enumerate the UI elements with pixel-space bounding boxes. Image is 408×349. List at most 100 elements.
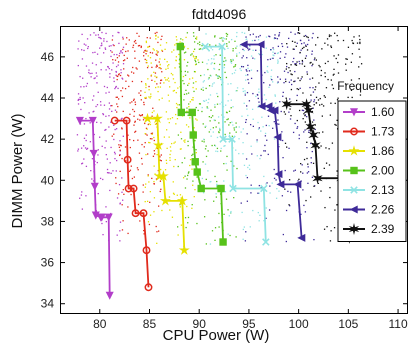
scatter-dot	[138, 92, 140, 94]
scatter-dot	[249, 168, 251, 170]
scatter-dot	[231, 121, 233, 123]
series-marker	[97, 213, 106, 222]
scatter-dot	[176, 194, 178, 196]
scatter-dot	[103, 40, 105, 42]
scatter-dot	[256, 139, 258, 141]
scatter-dot	[177, 234, 179, 236]
scatter-dot	[192, 82, 195, 84]
scatter-dot	[108, 91, 110, 93]
scatter-dot	[202, 81, 204, 83]
scatter-dot	[159, 86, 162, 88]
legend-item: 2.26	[343, 203, 395, 217]
scatter-dot	[184, 157, 186, 159]
series-marker	[348, 223, 360, 235]
scatter-dot	[85, 165, 88, 168]
scatter-dot	[178, 53, 180, 56]
scatter-dot	[303, 46, 305, 49]
scatter-dot	[359, 56, 361, 58]
scatter-dot	[119, 140, 121, 142]
scatter-dot	[306, 115, 308, 118]
scatter-dot	[186, 110, 188, 112]
legend-item: 1.86	[343, 144, 395, 158]
scatter-dot	[290, 83, 293, 86]
scatter-dot	[85, 195, 87, 197]
scatter-dot	[91, 72, 93, 75]
scatter-dot	[310, 99, 312, 101]
scatter-dot	[253, 58, 256, 60]
y-tick-label: 44	[41, 91, 55, 105]
scatter-dot	[296, 126, 299, 128]
scatter-dot	[146, 128, 148, 130]
scatter-dot	[98, 36, 100, 39]
scatter-dot	[148, 85, 150, 88]
scatter-dot	[102, 52, 105, 54]
scatter-dot	[195, 60, 197, 63]
scatter-dot	[290, 79, 292, 81]
scatter-dot	[122, 220, 124, 222]
scatter-dot	[227, 209, 229, 211]
scatter-dot	[187, 174, 189, 177]
scatter-dot	[156, 52, 159, 54]
scatter-dot	[153, 136, 155, 139]
scatter-dot	[143, 229, 145, 232]
scatter-dot	[187, 92, 190, 94]
scatter-dot	[219, 103, 221, 105]
scatter-dot	[178, 62, 180, 65]
scatter-dot	[328, 35, 331, 38]
scatter-dot	[215, 150, 217, 152]
scatter-dot	[134, 131, 136, 133]
scatter-dot	[167, 77, 170, 79]
scatter-dot	[298, 32, 301, 35]
scatter-dot	[89, 122, 91, 124]
scatter-dot	[310, 142, 312, 145]
scatter-dot	[125, 160, 127, 162]
scatter-dot	[192, 153, 194, 155]
scatter-dot	[231, 135, 233, 137]
scatter-dot	[100, 45, 102, 47]
scatter-dot	[114, 153, 116, 155]
scatter-dot	[225, 198, 228, 200]
scatter-dot	[258, 88, 260, 90]
scatter-dot	[248, 164, 251, 166]
scatter-dot	[306, 73, 309, 75]
scatter-dot	[283, 70, 286, 72]
scatter-dot	[208, 77, 210, 79]
scatter-dot	[105, 69, 107, 71]
scatter-dot	[119, 52, 121, 55]
scatter-dot	[159, 159, 161, 161]
scatter-dot	[122, 36, 124, 38]
scatter-dot	[347, 96, 349, 99]
scatter-dot	[179, 194, 182, 196]
scatter-dot	[152, 107, 154, 109]
scatter-dot	[303, 113, 305, 115]
scatter-dot	[119, 149, 121, 151]
scatter-dot	[210, 109, 212, 111]
scatter-dot	[307, 36, 309, 39]
scatter-dot	[161, 71, 163, 73]
scatter-dot	[172, 74, 174, 76]
scatter-dot	[219, 54, 221, 56]
scatter-dot	[116, 96, 118, 98]
scatter-dot	[229, 234, 231, 237]
scatter-dot	[183, 59, 186, 61]
scatter-dot	[225, 32, 228, 35]
scatter-dot	[158, 61, 160, 63]
scatter-dot	[359, 41, 361, 43]
scatter-dot	[264, 135, 267, 137]
scatter-dot	[77, 64, 79, 67]
scatter-dot	[208, 98, 210, 100]
scatter-dot	[307, 166, 309, 168]
scatter-dot	[168, 136, 170, 138]
series-marker	[274, 170, 283, 179]
scatter-dot	[126, 37, 128, 39]
scatter-dot	[137, 118, 139, 120]
scatter-dot	[333, 55, 335, 57]
scatter-dot	[311, 64, 313, 67]
scatter-dot	[166, 79, 168, 81]
scatter-dot	[272, 54, 274, 56]
scatter-dot	[191, 204, 193, 206]
scatter-dot	[207, 78, 210, 80]
series-marker	[142, 246, 151, 255]
scatter-dot	[193, 127, 195, 129]
scatter-dot	[252, 125, 255, 128]
